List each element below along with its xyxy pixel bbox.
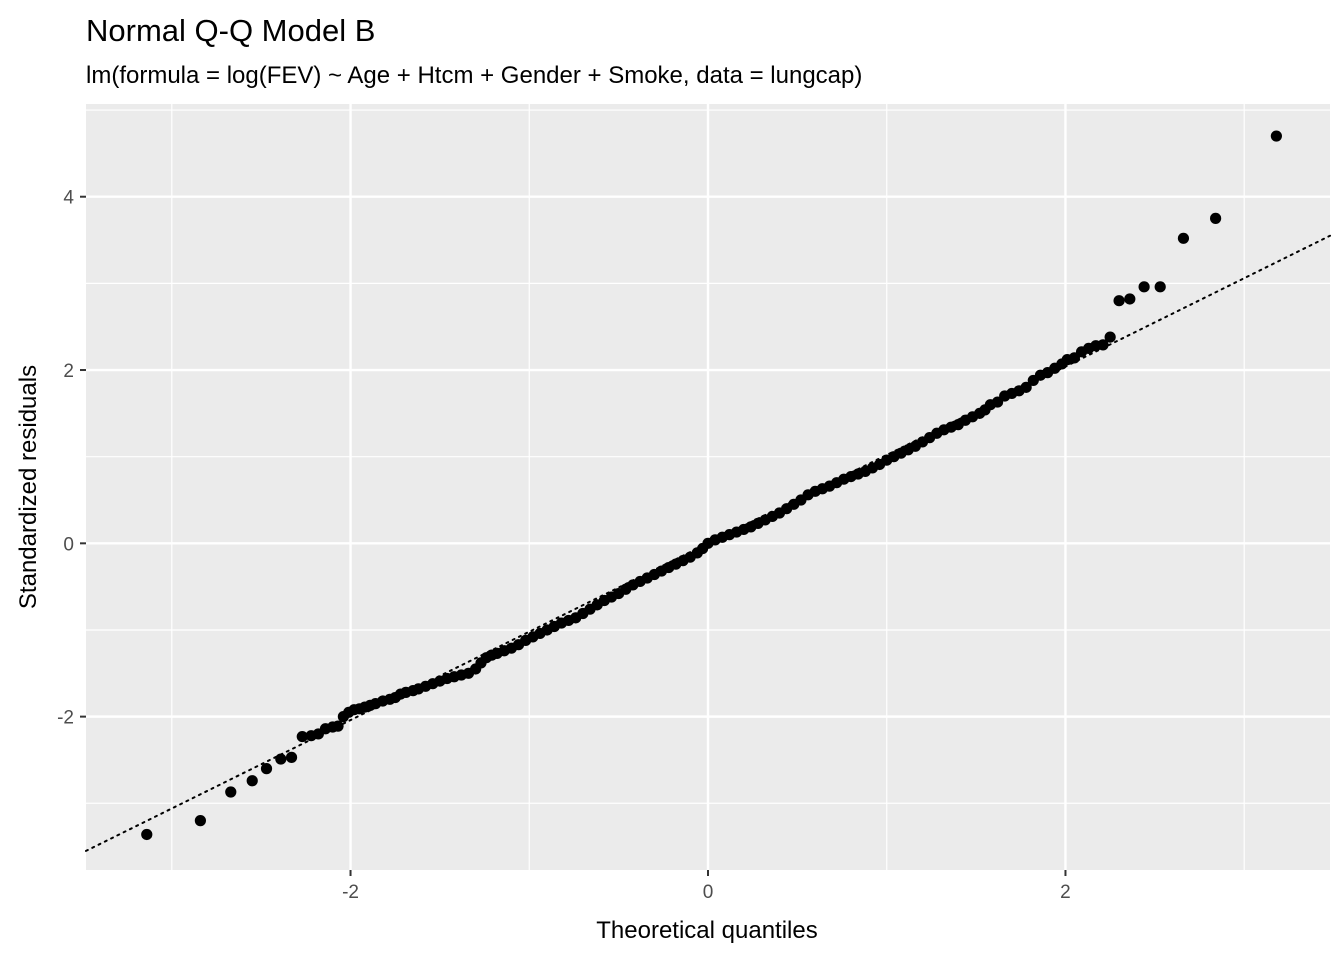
y-axis-label: Standardized residuals <box>15 365 42 609</box>
x-tick-label: 0 <box>703 882 714 903</box>
data-point <box>1020 381 1032 393</box>
data-points <box>141 130 1282 841</box>
data-point <box>246 775 258 787</box>
data-point <box>1177 232 1190 244</box>
y-axis: -2 0 2 4 <box>57 188 86 729</box>
y-tick-label: -2 <box>57 708 74 729</box>
data-point <box>332 720 344 732</box>
chart-subtitle: lm(formula = log(FEV) ~ Age + Htcm + Gen… <box>86 62 862 89</box>
data-point <box>275 753 287 765</box>
x-axis: -2 0 2 <box>342 870 1071 903</box>
data-point <box>194 815 206 827</box>
chart-title: Normal Q-Q Model B <box>86 13 375 48</box>
data-point <box>1104 331 1116 343</box>
y-tick-label: 4 <box>63 188 74 209</box>
data-point <box>260 763 273 775</box>
data-point <box>1210 212 1222 224</box>
data-point <box>1097 339 1109 351</box>
data-point <box>1154 281 1166 293</box>
data-point <box>296 730 308 743</box>
data-point <box>225 786 237 798</box>
data-point <box>1113 295 1125 307</box>
data-point <box>1138 281 1150 293</box>
y-tick-label: 0 <box>63 534 74 555</box>
x-axis-label: Theoretical quantiles <box>596 917 817 944</box>
x-tick-label: -2 <box>342 882 359 903</box>
data-point <box>285 751 298 763</box>
data-point <box>1270 130 1282 142</box>
x-tick-label: 2 <box>1060 882 1071 903</box>
data-point <box>1124 293 1136 305</box>
y-tick-label: 2 <box>63 361 74 382</box>
data-point <box>141 828 153 841</box>
